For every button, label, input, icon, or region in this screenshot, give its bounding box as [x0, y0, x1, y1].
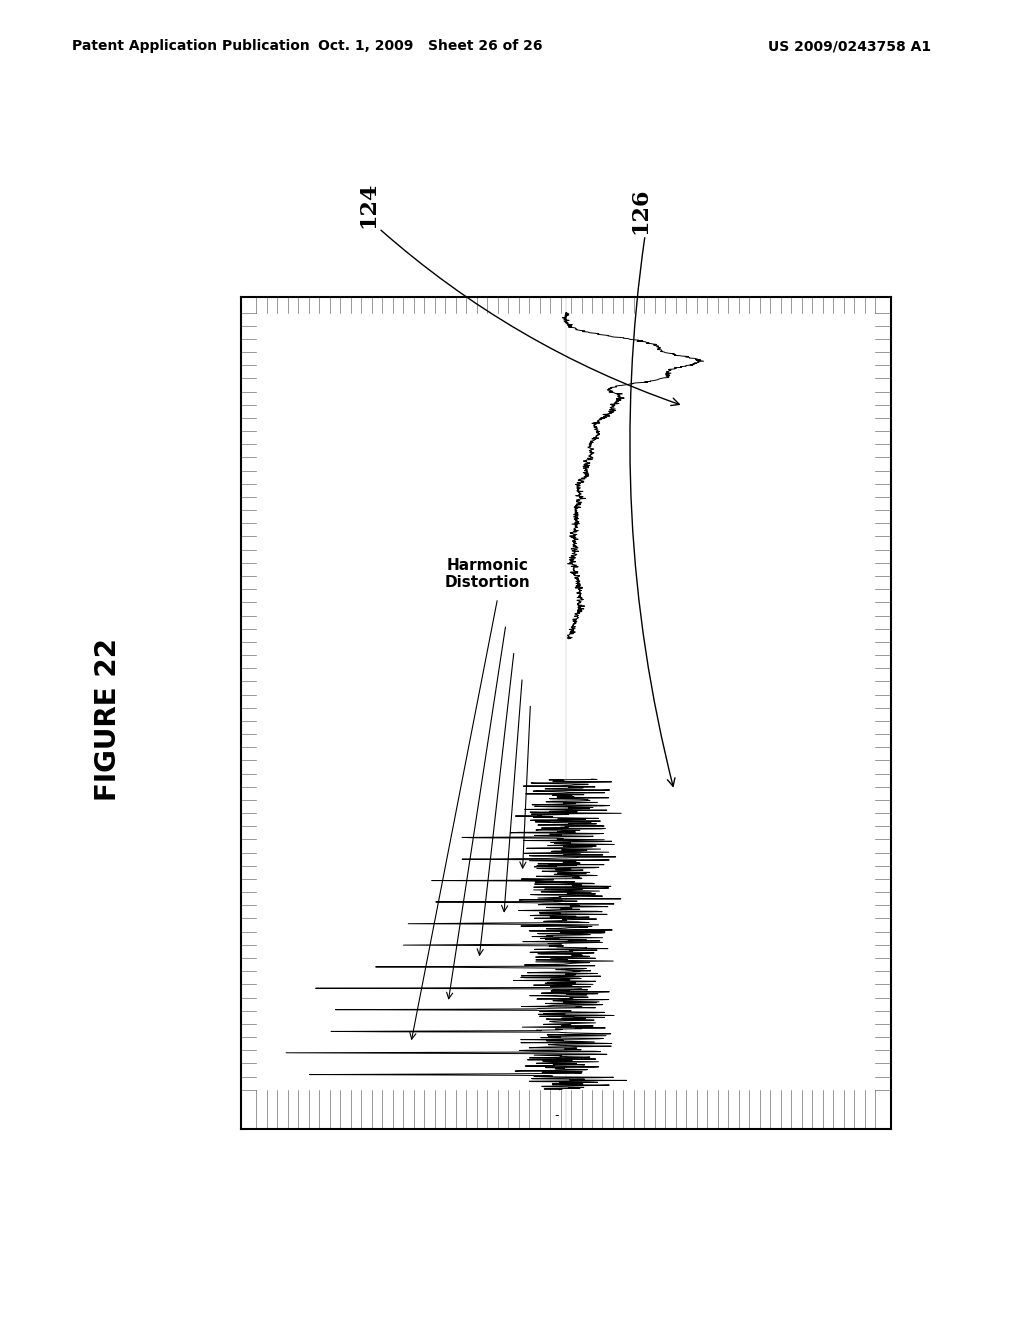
Text: FIGURE 22: FIGURE 22	[93, 638, 122, 801]
Text: US 2009/0243758 A1: US 2009/0243758 A1	[768, 40, 932, 53]
Text: 124: 124	[357, 181, 380, 228]
Text: Harmonic
Distortion: Harmonic Distortion	[444, 558, 530, 590]
Text: Oct. 1, 2009   Sheet 26 of 26: Oct. 1, 2009 Sheet 26 of 26	[317, 40, 543, 53]
Text: -: -	[554, 1109, 559, 1122]
Text: 126: 126	[629, 187, 651, 235]
Text: Patent Application Publication: Patent Application Publication	[72, 40, 309, 53]
